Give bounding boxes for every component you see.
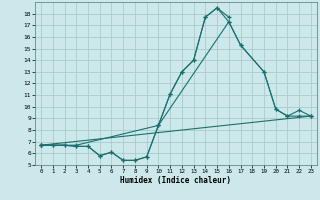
X-axis label: Humidex (Indice chaleur): Humidex (Indice chaleur) [121,176,231,185]
